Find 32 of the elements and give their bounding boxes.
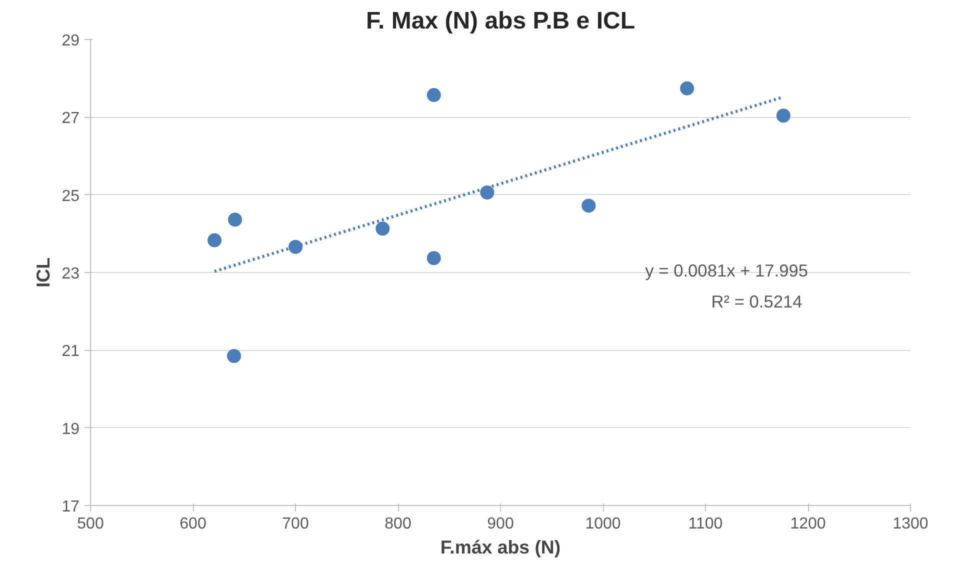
x-axis-title: F.máx abs (N) bbox=[440, 536, 561, 558]
x-tick-label: 600 bbox=[180, 516, 206, 532]
x-tick-label: 700 bbox=[282, 516, 309, 532]
y-tick-label: 25 bbox=[62, 188, 80, 205]
y-tick-label: 29 bbox=[62, 32, 80, 50]
x-tick-label: 800 bbox=[384, 516, 412, 532]
x-tick-label: 500 bbox=[77, 516, 104, 532]
y-tick-label: 17 bbox=[62, 498, 80, 516]
x-tick-label: 1000 bbox=[585, 516, 621, 532]
point bbox=[426, 88, 441, 102]
point bbox=[227, 349, 241, 363]
x-tick-label: 1300 bbox=[892, 516, 928, 532]
point bbox=[228, 212, 242, 227]
x-tick-label: 900 bbox=[487, 516, 514, 532]
x-tick-label: 1200 bbox=[790, 516, 826, 532]
point bbox=[426, 251, 441, 266]
chart-title: F. Max (N) abs P.B e ICL bbox=[366, 8, 635, 34]
point bbox=[288, 240, 302, 254]
y-tick-label: 23 bbox=[62, 266, 80, 282]
y-tick-label: 19 bbox=[62, 420, 80, 438]
x-tick-label: 1100 bbox=[688, 516, 723, 532]
point bbox=[208, 233, 222, 248]
y-tick-label: 21 bbox=[62, 343, 80, 360]
point bbox=[582, 198, 596, 213]
point bbox=[480, 186, 494, 200]
annotation: y = 0.0081x + 17.995 bbox=[645, 260, 808, 280]
y-axis-title: ICL bbox=[32, 257, 54, 288]
y-tick-label: 27 bbox=[62, 110, 80, 128]
annotation: R² = 0.5214 bbox=[711, 291, 803, 312]
point bbox=[776, 108, 790, 123]
point bbox=[376, 222, 390, 236]
point bbox=[680, 81, 694, 96]
